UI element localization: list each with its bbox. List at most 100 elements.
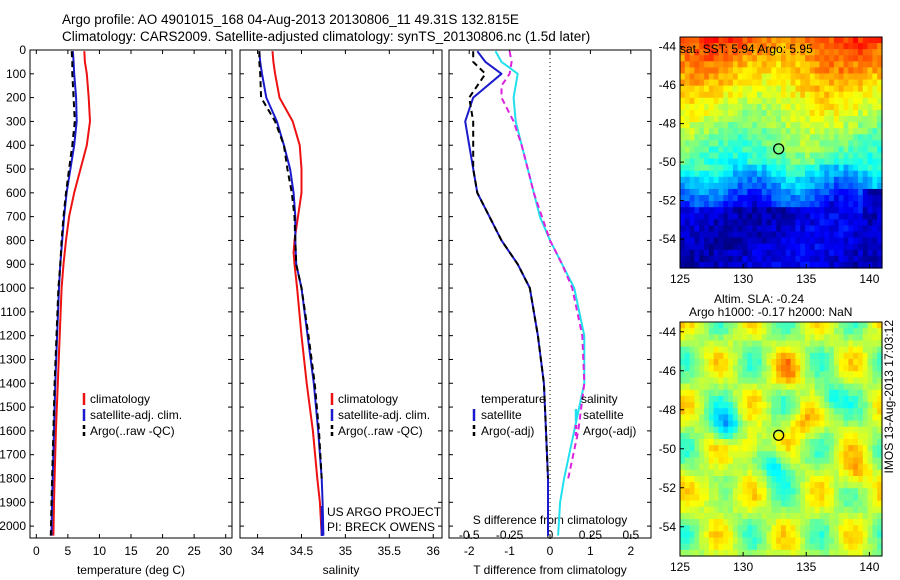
heatmap-cell: [853, 237, 859, 245]
heatmap-cell: [718, 365, 724, 372]
heatmap-cell: [838, 237, 845, 245]
heatmap-cell: [699, 231, 705, 239]
heatmap-cell: [766, 103, 772, 111]
heatmap-cell: [785, 164, 792, 172]
heatmap-cell: [853, 122, 859, 129]
heatmap-cell: [761, 188, 768, 196]
heatmap-cell: [853, 61, 859, 68]
heatmap-cell: [853, 432, 859, 440]
heatmap-cell: [790, 140, 797, 148]
heatmap-cell: [824, 79, 830, 87]
heatmap-cell: [877, 237, 883, 245]
heatmap-cell: [829, 365, 835, 372]
heatmap-cell: [742, 213, 748, 220]
heatmap-cell: [742, 519, 748, 526]
heatmap-cell: [737, 469, 744, 477]
heatmap-cell: [814, 469, 821, 477]
heatmap-cell: [718, 255, 724, 263]
heatmap-cell: [776, 365, 782, 372]
heatmap-cell: [867, 128, 873, 135]
heatmap-cell: [747, 231, 753, 239]
heatmap-cell: [776, 414, 782, 422]
heatmap-cell: [776, 116, 782, 123]
heatmap-cell: [838, 85, 845, 93]
heatmap-cell: [728, 451, 734, 459]
heatmap-cell: [776, 103, 782, 111]
heatmap-cell: [867, 85, 873, 93]
heatmap-cell: [867, 43, 873, 50]
heatmap-cell: [790, 219, 797, 227]
heatmap-cell: [684, 37, 691, 44]
heatmap-cell: [809, 365, 816, 372]
heatmap-cell: [857, 328, 864, 335]
map-x-tick-label: 130: [733, 560, 753, 574]
heatmap-cell: [814, 128, 821, 135]
heatmap-cell: [684, 79, 691, 87]
heatmap-cell: [756, 340, 763, 348]
heatmap-cell: [699, 73, 705, 81]
heatmap-cell: [809, 85, 816, 93]
heatmap-cell: [732, 37, 739, 44]
y-tick-label: 2000: [0, 519, 26, 533]
heatmap-cell: [684, 49, 691, 56]
heatmap-cell: [785, 506, 792, 514]
heatmap-cell: [737, 140, 744, 148]
heatmap-cell: [877, 377, 883, 385]
heatmap-cell: [853, 457, 859, 465]
heatmap-cell: [809, 158, 816, 166]
heatmap-cell: [752, 414, 758, 422]
heatmap-cell: [723, 61, 729, 68]
heatmap-cell: [747, 146, 753, 154]
heatmap-cell: [824, 482, 830, 489]
heatmap-cell: [814, 134, 821, 141]
heatmap-cell: [718, 237, 724, 245]
heatmap-cell: [756, 195, 763, 202]
heatmap-cell: [718, 176, 724, 184]
heatmap-cell: [843, 61, 849, 68]
legend-label: Argo(-adj): [583, 424, 636, 438]
heatmap-cell: [747, 506, 753, 514]
heatmap-cell: [742, 340, 748, 348]
heatmap-cell: [877, 322, 883, 329]
heatmap-cell: [819, 439, 825, 446]
heatmap-cell: [781, 457, 787, 465]
heatmap-cell: [867, 352, 873, 360]
map-x-tick-label: 130: [733, 272, 753, 286]
heatmap-cell: [742, 512, 748, 520]
heatmap-cell: [771, 176, 777, 184]
heatmap-cell: [708, 213, 715, 220]
heatmap-cell: [819, 402, 825, 409]
heatmap-cell: [867, 457, 873, 465]
heatmap-cell: [862, 261, 869, 269]
heatmap-cell: [728, 531, 734, 539]
heatmap-cell: [718, 140, 724, 148]
heatmap-cell: [824, 402, 830, 409]
heatmap-cell: [708, 255, 715, 263]
heatmap-cell: [800, 55, 806, 62]
heatmap-cell: [737, 463, 744, 471]
heatmap-cell: [805, 261, 811, 269]
heatmap-cell: [684, 488, 691, 496]
heatmap-cell: [857, 519, 864, 526]
heatmap-cell: [776, 488, 782, 496]
heatmap-cell: [805, 475, 811, 483]
heatmap-cell: [857, 482, 864, 489]
heatmap-cell: [684, 463, 691, 471]
heatmap-cell: [848, 146, 854, 154]
heatmap-cell: [747, 91, 753, 99]
y-tick-label: 400: [6, 138, 26, 152]
heatmap-cell: [708, 37, 715, 44]
heatmap-cell: [833, 122, 840, 129]
heatmap-cell: [732, 140, 739, 148]
heatmap-cell: [742, 457, 748, 465]
heatmap-cell: [747, 543, 753, 551]
heatmap-cell: [872, 494, 878, 502]
heatmap-cell: [737, 402, 744, 409]
heatmap-cell: [689, 152, 696, 160]
heatmap-cell: [723, 420, 729, 428]
heatmap-cell: [862, 140, 869, 148]
heatmap-cell: [776, 37, 782, 44]
x-tick-label: 35: [339, 544, 353, 558]
heatmap-cell: [857, 346, 864, 354]
heatmap-cell: [689, 500, 696, 508]
